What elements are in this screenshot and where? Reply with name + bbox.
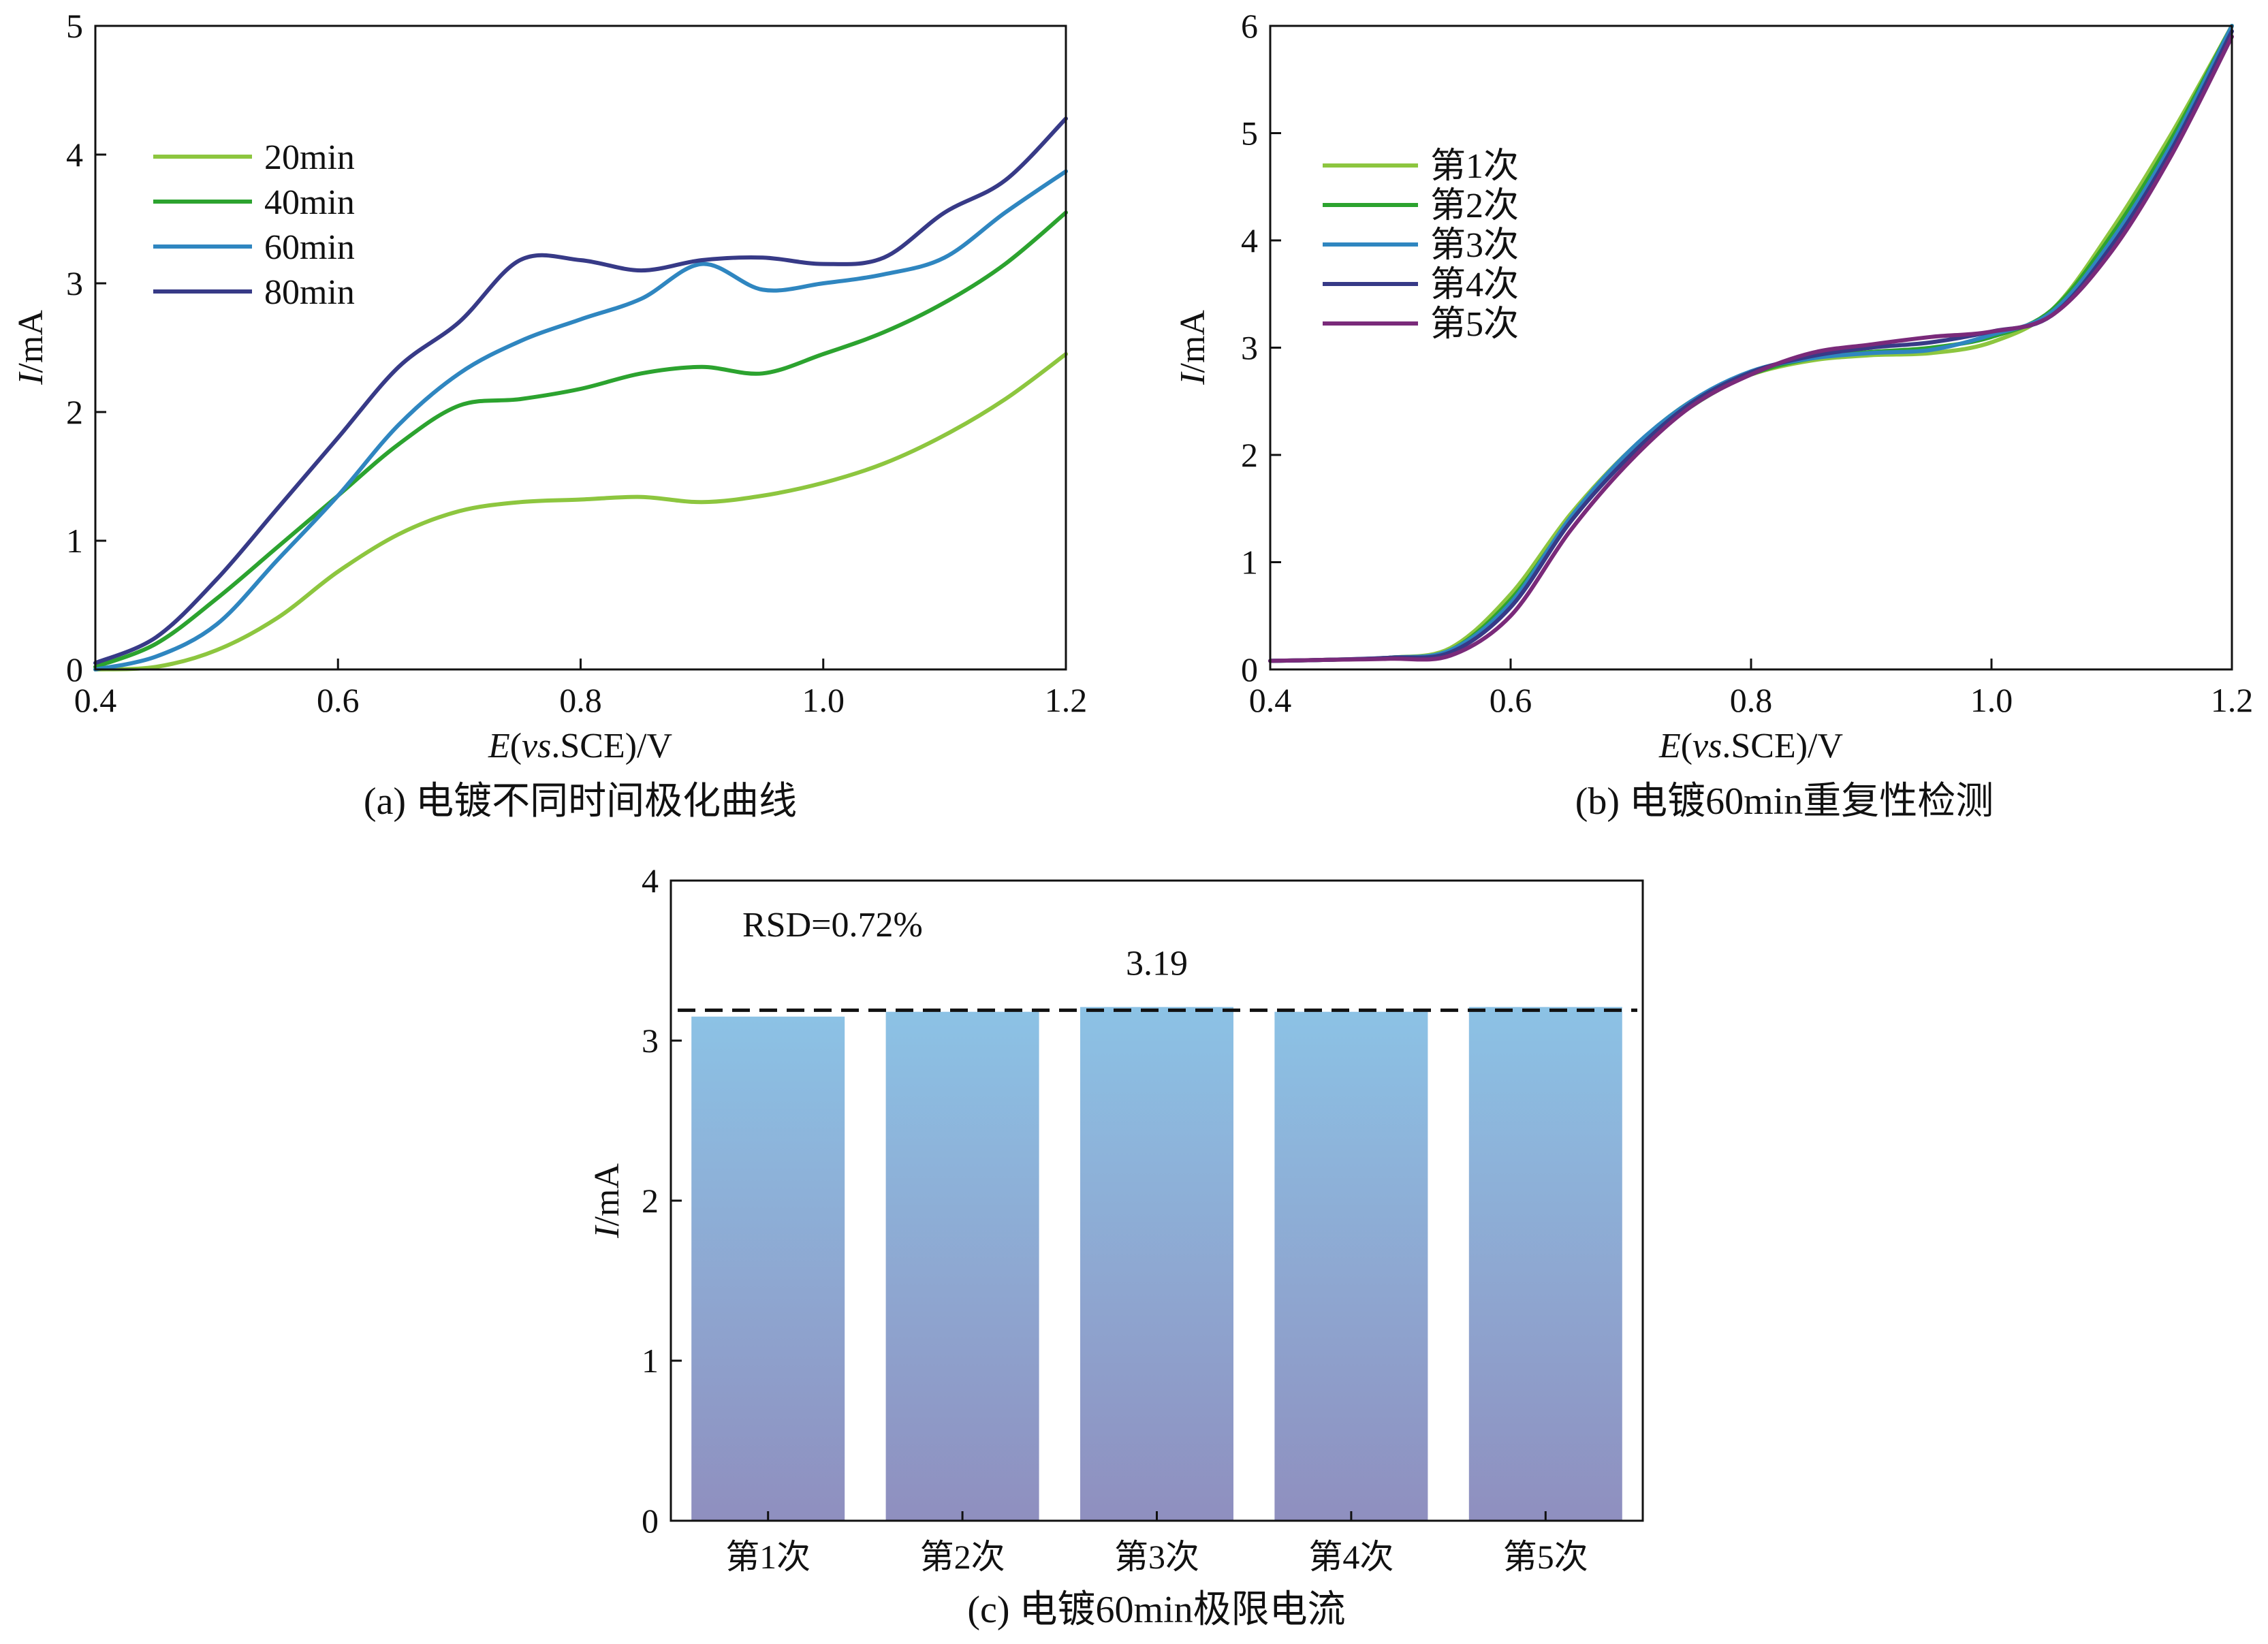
panel-a-polarization-curves: 0.4 0.6 0.8 1.0 1.2 0 1 2 3 4 5 20min 40min 60min 80m… [12, 7, 1087, 823]
panel-c-bar-3 [1080, 1007, 1233, 1521]
panel-c-x-tick-label: 第3次 [1114, 1538, 1199, 1576]
panel-c-y-tick-label: 0 [642, 1502, 659, 1540]
panel-c-bar-2 [885, 1011, 1039, 1521]
panel-b-legend-label: 第4次 [1430, 266, 1519, 304]
panel-a-x-axis-label: E(vs.SCE)/V [488, 727, 672, 765]
panel-a-legend-label: 60min [264, 228, 355, 267]
panel-c-ticks: 第1次 第2次 第3次 第4次 第5次 0 1 2 3 4 [642, 861, 1588, 1576]
panel-a-x-tick-label: 0.4 [74, 681, 117, 719]
panel-b-legend-label: 第3次 [1430, 226, 1519, 265]
panel-c-bar-5 [1468, 1007, 1622, 1521]
panel-b-legend-label: 第5次 [1430, 305, 1519, 344]
panel-b-y-tick-label: 6 [1241, 7, 1258, 45]
panel-a-series-lines [93, 116, 1068, 671]
panel-c-mean-line-group: 3.19 [678, 944, 1637, 1012]
panel-a-caption: (a) 电镀不同时间极化曲线 [364, 780, 797, 823]
panel-a-legend: 20min 40min 60min 80min [153, 138, 355, 312]
panel-a-x-tick-label: 1.0 [802, 681, 845, 719]
panel-a-y-tick-label: 4 [66, 136, 83, 174]
panel-b-plot-frame [1269, 25, 2233, 671]
panel-c-limiting-current: 3.19 第1次 第2次 第3次 第4次 第5次 0 1 2 3 4 RSD=0.72% I/mA… [588, 861, 1644, 1631]
panel-b-y-tick-label: 5 [1241, 114, 1258, 153]
panel-b-x-tick-label: 1.0 [1970, 681, 2013, 719]
panel-b-y-tick-label: 4 [1241, 221, 1258, 259]
panel-a-plot-frame [94, 25, 1067, 671]
panel-c-x-tick-label: 第5次 [1503, 1538, 1588, 1576]
panel-b-line-4 [1268, 29, 2234, 663]
panel-c-y-tick-label: 3 [642, 1022, 659, 1060]
panel-b-x-axis-label: E(vs.SCE)/V [1658, 727, 1843, 765]
panel-a-legend-label: 20min [264, 138, 355, 177]
panel-b-legend-label: 第1次 [1430, 147, 1519, 186]
panel-a-y-tick-label: 3 [66, 264, 83, 302]
panel-b-caption: (b) 电镀60min重复性检测 [1575, 780, 1994, 823]
panel-c-bar-4 [1274, 1011, 1428, 1521]
panel-c-mean-label: 3.19 [1126, 944, 1188, 983]
panel-b-x-tick-label: 0.8 [1730, 681, 1773, 719]
panel-b-x-tick-label: 1.2 [2211, 681, 2254, 719]
panel-c-x-tick-label: 第1次 [725, 1538, 810, 1576]
panel-a-x-tick-label: 0.6 [317, 681, 360, 719]
panel-b-x-tick-label: 0.6 [1490, 681, 1532, 719]
panel-b-line-3 [1268, 24, 2234, 663]
panel-c-y-tick-label: 1 [642, 1342, 659, 1380]
panel-a-x-tick-label: 0.8 [559, 681, 602, 719]
panel-a-legend-label: 80min [264, 273, 355, 312]
panel-c-bar-1 [691, 1016, 845, 1521]
panel-b-y-tick-label: 1 [1241, 543, 1258, 582]
panel-a-y-tick-label: 1 [66, 522, 83, 560]
panel-b-x-tick-label: 0.4 [1249, 681, 1292, 719]
panel-c-y-axis-label: I/mA [588, 1163, 627, 1239]
panel-a-line-4 [93, 116, 1068, 665]
panel-a-y-tick-label: 0 [66, 650, 83, 689]
panel-a-line-2 [93, 210, 1068, 669]
panel-b-series-lines [1268, 24, 2234, 663]
panel-a-y-tick-label: 2 [66, 393, 83, 431]
panel-a-line-1 [93, 351, 1068, 671]
panel-a-ticks: 0.4 0.6 0.8 1.0 1.2 0 1 2 3 4 5 [66, 7, 1087, 719]
panel-a-line-3 [93, 169, 1068, 671]
panel-b-legend-label: 第2次 [1430, 187, 1519, 225]
panel-a-legend-label: 40min [264, 183, 355, 222]
panel-b-line-2 [1268, 24, 2234, 663]
panel-b-y-tick-label: 2 [1241, 436, 1258, 474]
panel-c-caption: (c) 电镀60min极限电流 [967, 1589, 1345, 1631]
panel-a-y-axis-label: I/mA [12, 310, 50, 385]
panel-c-y-tick-label: 2 [642, 1182, 659, 1220]
panel-a-x-tick-label: 1.2 [1045, 681, 1088, 719]
panel-c-x-tick-label: 第4次 [1308, 1538, 1393, 1576]
panel-b-y-axis-label: I/mA [1174, 310, 1212, 385]
panel-b-ticks: 0.4 0.6 0.8 1.0 1.2 0 1 2 3 4 5 6 [1241, 7, 2253, 719]
panel-b-line-1 [1268, 24, 2234, 663]
panel-a-y-tick-label: 5 [66, 7, 83, 45]
panel-c-rsd-annotation: RSD=0.72% [742, 906, 923, 945]
panel-c-x-tick-label: 第2次 [920, 1538, 1005, 1576]
panel-c-bars [691, 1007, 1622, 1521]
panel-b-y-tick-label: 3 [1241, 329, 1258, 367]
panel-b-y-tick-label: 0 [1241, 650, 1258, 689]
panel-b-line-5 [1268, 34, 2234, 663]
panel-c-y-tick-label: 4 [642, 861, 659, 900]
